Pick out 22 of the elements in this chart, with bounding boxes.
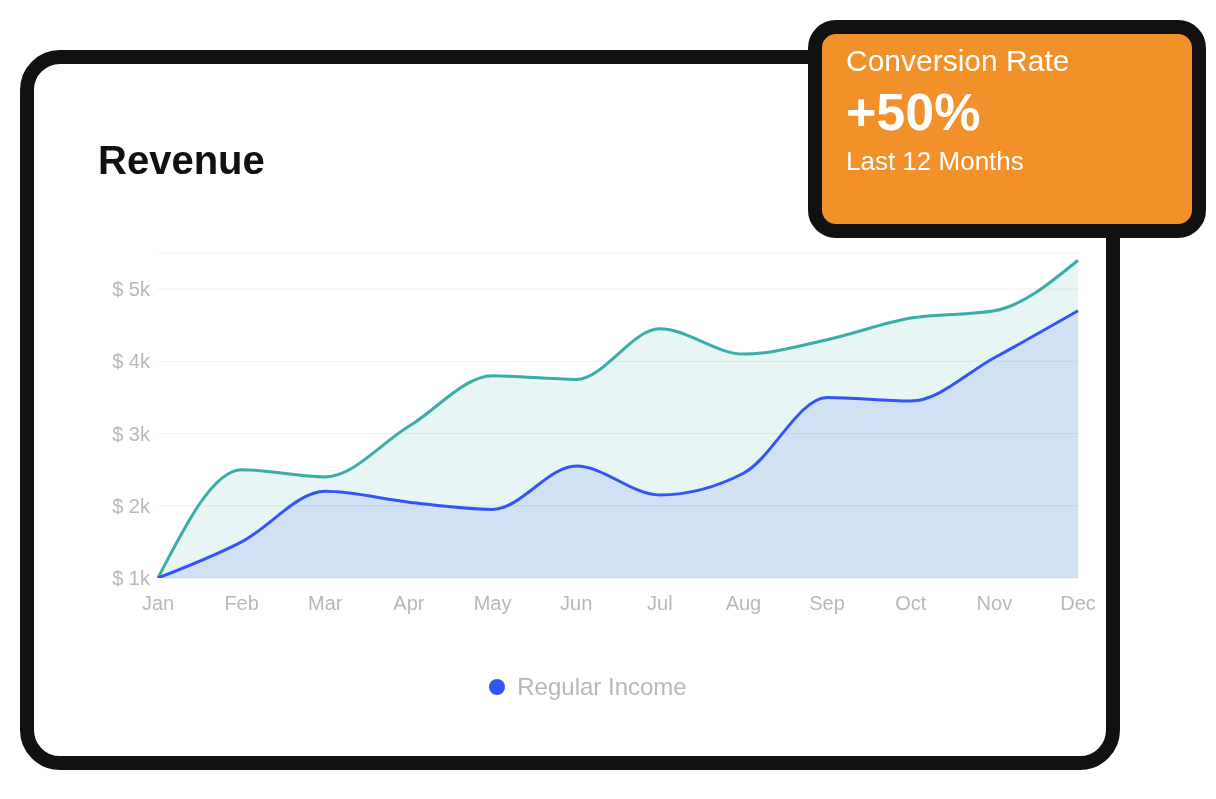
x-tick-label: Feb	[224, 592, 259, 615]
x-tick-label: May	[473, 592, 512, 615]
legend-label: Regular Income	[517, 673, 687, 701]
y-tick-label: $ 4k	[112, 350, 151, 373]
text: Last 12 Months	[846, 146, 1025, 177]
x-tick-label: Nov	[976, 592, 1013, 615]
x-tick-label: Oct	[895, 592, 927, 615]
text: Conversion Rate	[846, 44, 1071, 78]
y-tick-label: $ 5k	[112, 278, 151, 301]
x-tick-label: Jun	[560, 592, 593, 615]
x-tick-label: Aug	[725, 592, 762, 615]
y-tick-label: $ 3k	[112, 422, 151, 445]
x-tick-label: Dec	[1060, 592, 1096, 615]
x-tick-label: Mar	[308, 592, 343, 615]
y-tick-label: $ 1k	[112, 567, 151, 590]
y-tick-label: $ 2k	[112, 494, 151, 517]
x-tick-label: Jul	[647, 592, 673, 615]
x-tick-label: Sep	[809, 592, 845, 615]
x-tick-label: Apr	[393, 592, 425, 615]
text: +50%	[846, 82, 982, 142]
x-tick-label: Jan	[141, 592, 175, 615]
chart-title: Revenue	[98, 138, 265, 183]
